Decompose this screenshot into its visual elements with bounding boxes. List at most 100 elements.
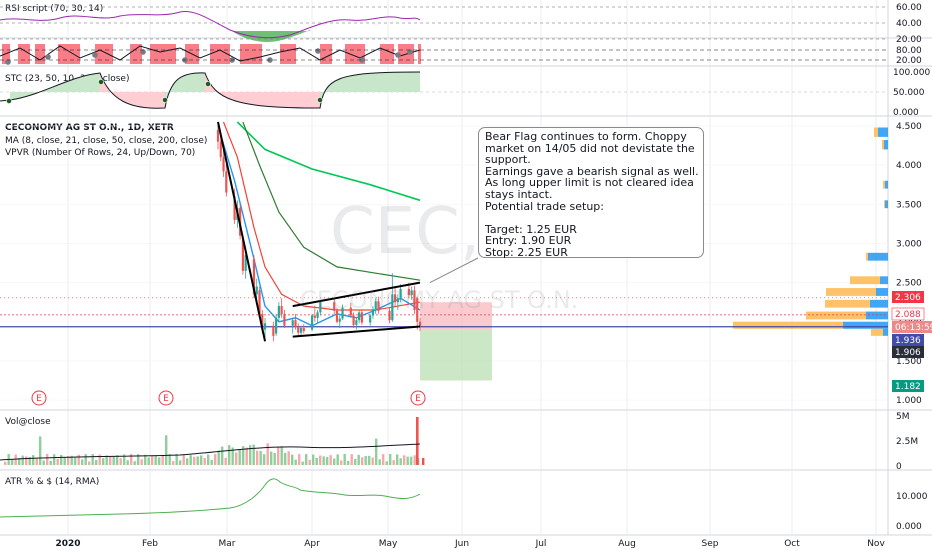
ma-label: MA (8, close, 21, close, 50, close, 200,… xyxy=(5,136,207,146)
stoch-band xyxy=(18,44,30,64)
volume-bar xyxy=(354,459,357,465)
x-axis-tick: Feb xyxy=(142,539,158,549)
price-badge xyxy=(892,346,924,358)
candle-body xyxy=(272,325,275,336)
volume-bar xyxy=(347,460,350,465)
stoch-band xyxy=(380,44,394,64)
annotation-line: As long upper limit is not cleared idea xyxy=(485,176,694,190)
stoch-cross-dot xyxy=(45,54,51,60)
stc-signal-dot xyxy=(6,98,12,104)
volume-bar xyxy=(179,460,182,465)
candle-body xyxy=(374,301,377,310)
earnings-marker-label: E xyxy=(163,394,169,404)
annotation-callout[interactable]: Bear Flag continues to form. Choppy marke… xyxy=(478,127,704,258)
volume-bar xyxy=(214,454,217,465)
candle-body xyxy=(299,328,303,333)
volume-bar xyxy=(147,457,150,465)
stoch-band xyxy=(418,44,421,64)
volume-bar xyxy=(102,458,105,465)
candle-body xyxy=(283,313,286,326)
x-axis-tick: May xyxy=(379,539,398,549)
candle-body xyxy=(233,196,236,220)
volume-bar xyxy=(123,454,126,465)
candle-body xyxy=(388,310,391,321)
volume-bar xyxy=(210,459,213,465)
stoch-band xyxy=(150,44,176,64)
volume-bar xyxy=(280,446,283,465)
stc-label: STC (23, 50, 10, 3, 3, close) xyxy=(5,74,129,84)
price-badge-label: 06:13:59 xyxy=(895,323,932,333)
volume-bar xyxy=(238,449,241,465)
volume-bar xyxy=(252,444,255,465)
vpvr-bar-down xyxy=(826,288,876,296)
volume-bar xyxy=(245,447,248,465)
ma8-line xyxy=(217,125,421,327)
volume-bar xyxy=(256,450,259,465)
volume-bar xyxy=(319,455,322,465)
price-badge xyxy=(892,291,924,303)
price-badge xyxy=(891,307,925,321)
candle-body xyxy=(391,294,394,321)
candle-body xyxy=(261,313,264,330)
annotation-line: support. xyxy=(485,153,531,167)
volume-bar xyxy=(77,454,80,465)
candle-body xyxy=(291,320,294,326)
volume-bar xyxy=(273,453,276,465)
stoch-tick: 20.00 xyxy=(896,56,922,66)
candle-body xyxy=(396,298,399,303)
volume-bar xyxy=(49,460,52,465)
candle-body xyxy=(355,320,358,325)
vpvr-bar-down xyxy=(882,140,884,150)
candle-body xyxy=(241,239,245,271)
annotation-line: Target: 1.25 EUR xyxy=(485,222,577,236)
volume-bar xyxy=(14,454,17,465)
volume-bar xyxy=(175,454,178,465)
volume-bar xyxy=(112,456,115,465)
volume-bar xyxy=(249,445,252,465)
price-tick: 3.500 xyxy=(896,200,922,210)
vpvr-bar-up xyxy=(884,140,888,150)
volume-bar xyxy=(109,456,112,465)
stoch-cross-dot xyxy=(407,49,413,55)
candle-body xyxy=(360,312,363,323)
stoch-band xyxy=(320,44,332,64)
stc-line xyxy=(0,71,421,109)
volume-bar xyxy=(56,458,59,465)
candle-body xyxy=(297,327,300,333)
volume-bar xyxy=(382,454,385,465)
candle-body xyxy=(333,302,336,311)
volume-bar xyxy=(168,454,171,465)
candle-body xyxy=(263,323,267,330)
vpvr-label: VPVR (Number Of Rows, 24, Up/Down, 70) xyxy=(5,148,195,158)
price-tick: 3.000 xyxy=(896,239,922,249)
volume-tick: 0 xyxy=(896,462,902,472)
vpvr-bar-up xyxy=(885,180,888,189)
volume-bar xyxy=(340,460,343,465)
volume-bar xyxy=(74,457,77,465)
volume-bar xyxy=(158,457,161,465)
volume-bar xyxy=(375,438,378,465)
volume-bar xyxy=(193,456,196,465)
candle-body xyxy=(216,129,220,142)
volume-bar xyxy=(399,458,402,465)
volume-bar xyxy=(224,457,227,465)
candle-body xyxy=(407,288,411,296)
stoch-band xyxy=(58,44,80,64)
candle-body xyxy=(316,312,319,318)
volume-bar xyxy=(35,458,38,465)
vpvr-bar-up xyxy=(878,127,888,137)
price-badge-label: 1.936 xyxy=(895,336,921,346)
volume-bar xyxy=(284,452,287,465)
x-axis-tick: Apr xyxy=(304,539,320,549)
vpvr-bar-down xyxy=(733,321,843,329)
stoch-cross-dot xyxy=(359,57,365,63)
volume-bar xyxy=(277,447,280,465)
candle-body xyxy=(294,320,297,328)
x-axis-tick: Aug xyxy=(618,539,636,549)
volume-label: Vol@close xyxy=(5,417,51,427)
volume-bar xyxy=(18,457,21,465)
volume-bar xyxy=(203,458,206,465)
volume-bar xyxy=(298,454,301,465)
vpvr-bar-down xyxy=(806,311,866,320)
vpvr-bar-up xyxy=(883,328,888,336)
